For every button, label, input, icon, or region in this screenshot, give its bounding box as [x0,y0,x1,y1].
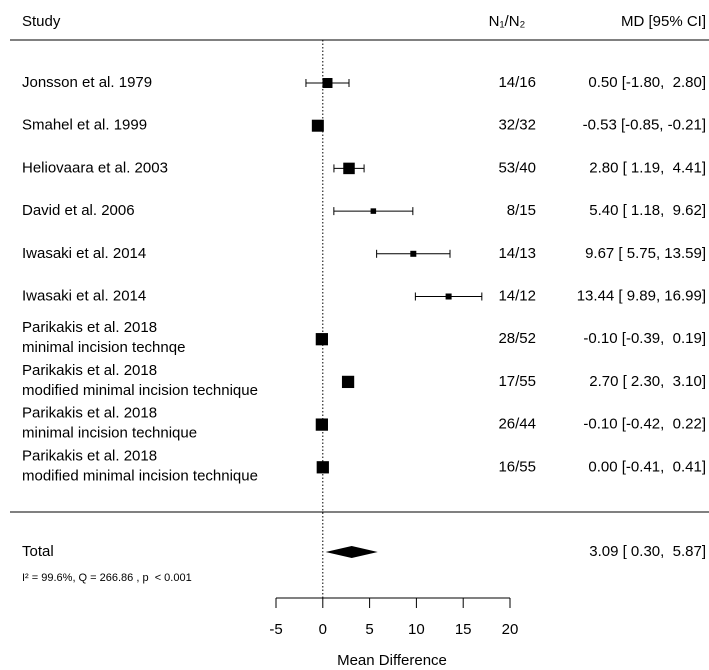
study-label: Iwasaki et al. 2014 [22,245,146,262]
study-label: Iwasaki et al. 2014 [22,287,146,304]
n-label: 32/32 [498,117,536,134]
effect-box [311,119,324,132]
estimate-header: MD [95% CI] [621,13,706,30]
n-label: 17/55 [498,373,536,390]
total-label: Total [22,543,54,560]
effect-box [445,293,452,300]
x-tick-label: 10 [408,621,425,638]
total-ci-label: 3.09 [ 0.30, 5.87] [589,543,706,560]
study-sublabel: modified minimal incision technique [22,467,258,484]
summary-diamond [325,546,378,558]
n-label: 53/40 [498,159,536,176]
study-label: Smahel et al. 1999 [22,117,147,134]
n-label: 14/16 [498,74,536,91]
effect-box [410,250,417,257]
x-tick-label: 5 [365,621,373,638]
ci-label: 0.00 [-0.41, 0.41] [588,458,706,475]
study-sublabel: minimal incision technique [22,425,197,442]
n-header: N₁/N₂ [489,13,526,30]
effect-box [315,333,328,346]
x-tick-label: 15 [455,621,472,638]
n-label: 14/12 [498,287,536,304]
ci-label: -0.53 [-0.85, -0.21] [583,117,706,134]
study-header: Study [22,13,61,30]
ci-label: 2.80 [ 1.19, 4.41] [589,159,706,176]
ci-label: 5.40 [ 1.18, 9.62] [589,202,706,219]
study-label: Parikakis et al. 2018 [22,447,157,464]
ci-label: 2.70 [ 2.30, 3.10] [589,373,706,390]
n-label: 26/44 [498,416,536,433]
study-label: Parikakis et al. 2018 [22,319,157,336]
effect-box [316,461,329,474]
study-label: Jonsson et al. 1979 [22,74,152,91]
ci-label: -0.10 [-0.39, 0.19] [583,330,706,347]
effect-box [343,162,355,175]
x-tick-label: -5 [269,621,282,638]
effect-box [315,418,328,431]
study-label: Parikakis et al. 2018 [22,362,157,379]
study-sublabel: modified minimal incision technique [22,382,258,399]
n-label: 14/13 [498,245,536,262]
n-label: 16/55 [498,458,536,475]
ci-label: 13.44 [ 9.89, 16.99] [577,287,706,304]
effect-box [370,208,377,214]
n-label: 8/15 [507,202,536,219]
ci-label: 0.50 [-1.80, 2.80] [588,74,706,91]
x-axis-title: Mean Difference [337,652,447,669]
n-label: 28/52 [498,330,536,347]
x-tick-label: 0 [319,621,327,638]
study-label: Heliovaara et al. 2003 [22,159,168,176]
study-label: Parikakis et al. 2018 [22,405,157,422]
effect-box [341,375,355,389]
study-sublabel: minimal incision technqe [22,339,185,356]
ci-label: 9.67 [ 5.75, 13.59] [585,245,706,262]
heterogeneity: I² = 99.6%, Q = 266.86 , p < 0.001 [22,572,192,584]
ci-label: -0.10 [-0.42, 0.22] [583,416,706,433]
x-tick-label: 20 [502,621,519,638]
study-label: David et al. 2006 [22,202,135,219]
effect-box [322,78,333,88]
